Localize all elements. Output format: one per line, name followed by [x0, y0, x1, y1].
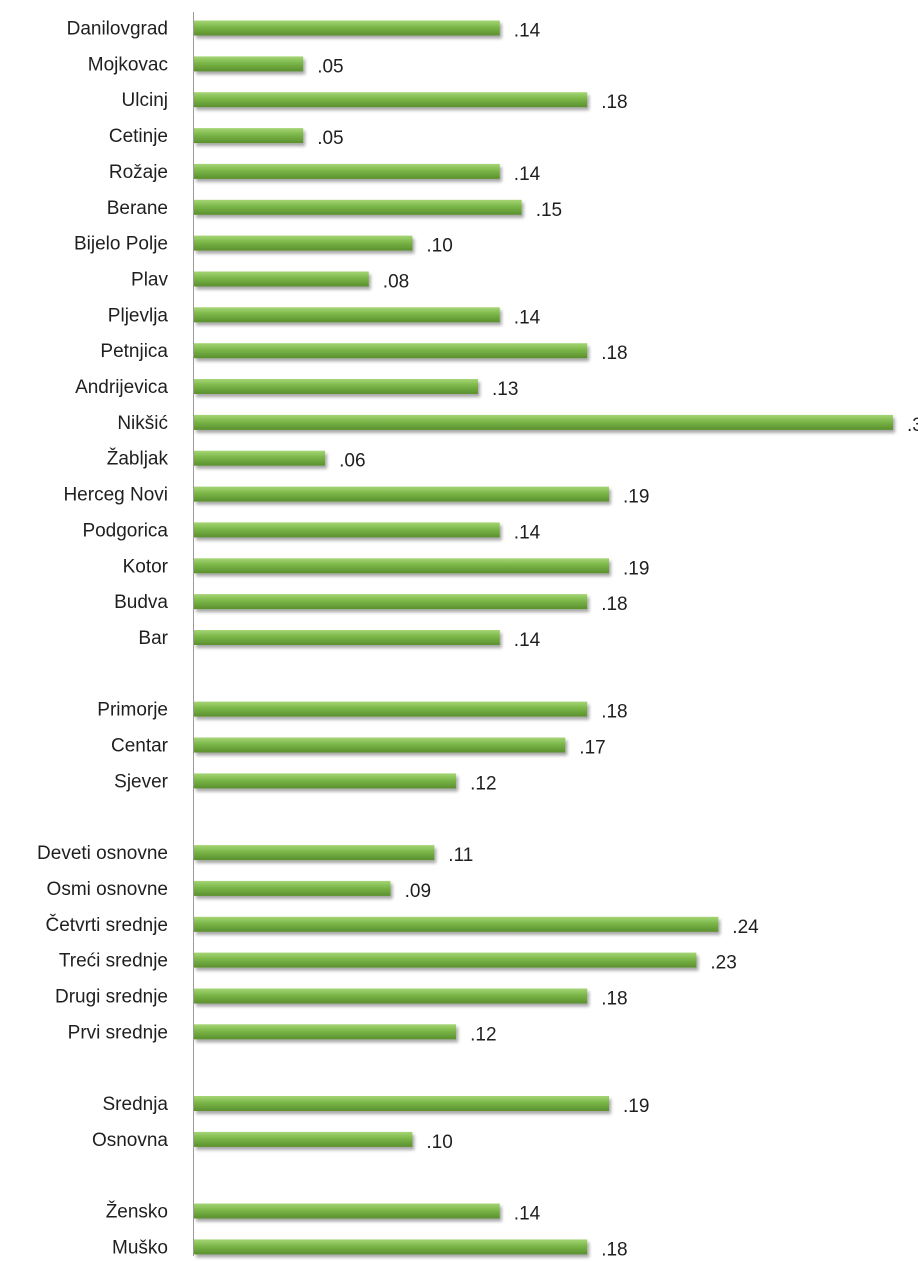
value-label-drugi-srednje: .18 — [601, 989, 627, 1010]
value-label-zabljak: .06 — [339, 451, 365, 472]
category-label-musko: Muško — [112, 1237, 168, 1258]
bar-treci-srednje — [194, 952, 697, 968]
category-label-bijelo-polje: Bijelo Polje — [74, 234, 168, 255]
bar-mojkovac — [194, 56, 304, 72]
labels-layer: Danilovgrad .14 Mojkovac .05 Ulcinj .18 Cetinj… — [37, 19, 918, 1261]
value-label-danilovgrad: .14 — [514, 21, 541, 42]
category-label-osnovna: Osnovna — [92, 1130, 168, 1151]
value-label-petnjica: .18 — [601, 343, 627, 364]
bar-berane — [194, 199, 522, 215]
category-label-bar: Bar — [138, 628, 168, 649]
bar-bar — [194, 630, 500, 645]
category-label-andrijevica: Andrijevica — [75, 377, 168, 398]
category-label-kotor: Kotor — [123, 556, 169, 577]
bar-danilovgrad — [194, 20, 500, 36]
category-label-pljevlja: Pljevlja — [108, 305, 169, 326]
bar-plav — [194, 271, 369, 287]
value-label-andrijevica: .13 — [492, 379, 518, 400]
category-label-primorje: Primorje — [97, 700, 168, 721]
bar-bijelo-polje — [194, 235, 413, 251]
value-label-ulcinj: .18 — [601, 92, 627, 113]
category-label-drugi-srednje: Drugi srednje — [55, 987, 168, 1008]
value-label-podgorica: .14 — [514, 522, 541, 543]
category-label-osmi-osnovne: Osmi osnovne — [47, 879, 168, 900]
bar-podgorica — [194, 522, 500, 538]
category-label-podgorica: Podgorica — [82, 520, 168, 541]
bar-petnjica — [194, 343, 588, 359]
value-label-cetinje: .05 — [317, 128, 343, 149]
bar-budva — [194, 594, 588, 610]
value-label-centar: .17 — [579, 738, 605, 759]
bar-pljevlja — [194, 307, 500, 323]
bar-musko — [194, 1239, 588, 1255]
value-label-musko: .18 — [601, 1239, 627, 1260]
category-label-rozaje: Rožaje — [109, 162, 168, 183]
value-label-primorje: .18 — [601, 702, 627, 723]
category-label-cetvrti-srednje: Četvrti srednje — [46, 914, 169, 936]
bar-deveti-osnovne — [194, 845, 435, 861]
value-label-bijelo-polje: .10 — [426, 236, 452, 257]
category-label-zensko: Žensko — [106, 1201, 168, 1223]
category-label-budva: Budva — [114, 592, 168, 613]
bar-osnovna — [194, 1131, 413, 1147]
value-label-rozaje: .14 — [514, 164, 541, 185]
category-label-berane: Berane — [107, 198, 168, 219]
category-label-ulcinj: Ulcinj — [122, 90, 168, 111]
bar-prvi-srednje — [194, 1024, 457, 1040]
category-label-danilovgrad: Danilovgrad — [67, 19, 168, 40]
value-label-plav: .08 — [383, 272, 409, 293]
category-label-zabljak: Žabljak — [107, 448, 169, 470]
category-label-treci-srednje: Treći srednje — [59, 951, 168, 972]
value-label-treci-srednje: .23 — [710, 953, 736, 974]
value-label-berane: .15 — [536, 200, 562, 221]
bar-cetinje — [194, 128, 304, 144]
bar-centar — [194, 737, 566, 753]
category-label-petnjica: Petnjica — [100, 341, 168, 362]
category-label-cetinje: Cetinje — [109, 126, 168, 147]
bar-herceg-novi — [194, 486, 609, 502]
bar-sjever — [194, 773, 457, 789]
value-label-kotor: .19 — [623, 558, 649, 579]
value-label-osnovna: .10 — [426, 1132, 452, 1153]
bar-kotor — [194, 558, 609, 574]
bars-layer — [194, 20, 893, 1255]
bar-andrijevica — [194, 379, 478, 394]
value-label-osmi-osnovne: .09 — [405, 881, 431, 902]
bar-rozaje — [194, 163, 500, 179]
value-label-deveti-osnovne: .11 — [448, 845, 473, 866]
value-label-bar: .14 — [514, 630, 541, 651]
value-label-srednja: .19 — [623, 1096, 649, 1117]
value-label-cetvrti-srednje: .24 — [732, 917, 759, 938]
category-label-niksic: Nikšić — [117, 413, 168, 434]
bar-ulcinj — [194, 92, 588, 108]
category-label-prvi-srednje: Prvi srednje — [68, 1022, 168, 1043]
category-label-sjever: Sjever — [114, 771, 169, 792]
value-label-zensko: .14 — [514, 1204, 541, 1225]
bar-zensko — [194, 1203, 500, 1219]
category-label-srednja: Srednja — [103, 1094, 169, 1115]
bar-srednja — [194, 1096, 609, 1111]
value-label-prvi-srednje: .12 — [470, 1024, 496, 1045]
bar-cetvrti-srednje — [194, 916, 719, 932]
value-label-mojkovac: .05 — [317, 56, 343, 77]
category-label-plav: Plav — [131, 270, 168, 291]
value-label-herceg-novi: .19 — [623, 487, 649, 508]
value-label-niksic: .32 — [907, 415, 918, 436]
category-label-centar: Centar — [111, 736, 169, 757]
bar-drugi-srednje — [194, 988, 588, 1004]
bar-niksic — [194, 414, 893, 430]
category-label-deveti-osnovne: Deveti osnovne — [37, 843, 168, 864]
category-label-herceg-novi: Herceg Novi — [63, 485, 168, 506]
value-label-sjever: .12 — [470, 773, 496, 794]
value-label-pljevlja: .14 — [514, 307, 541, 328]
category-label-mojkovac: Mojkovac — [88, 54, 168, 75]
bar-zabljak — [194, 450, 326, 466]
value-label-budva: .18 — [601, 594, 627, 615]
bar-osmi-osnovne — [194, 880, 391, 896]
bar-primorje — [194, 701, 588, 717]
